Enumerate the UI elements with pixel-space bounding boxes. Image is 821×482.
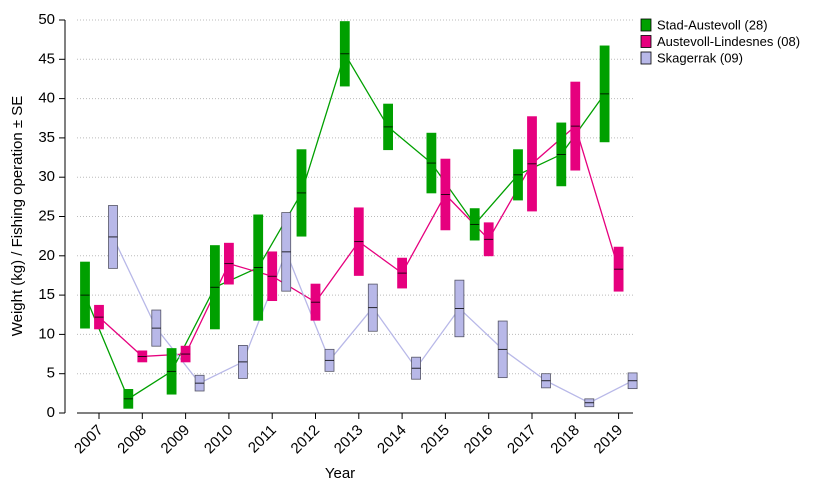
x-tick-label: 2015 bbox=[417, 422, 453, 458]
y-tick-label: 35 bbox=[38, 129, 55, 146]
y-tick-label: 20 bbox=[38, 247, 55, 264]
x-tick-label: 2011 bbox=[245, 422, 280, 457]
x-axis-label: Year bbox=[325, 465, 355, 482]
x-tick-label: 2017 bbox=[504, 422, 540, 458]
y-tick-label: 15 bbox=[38, 286, 55, 303]
x-tick-label: 2014 bbox=[374, 422, 410, 458]
y-tick-label: 0 bbox=[47, 404, 55, 421]
legend-label: Stad-Austevoll (28) bbox=[657, 17, 768, 32]
y-tick-label: 40 bbox=[38, 90, 55, 107]
series-line bbox=[84, 52, 606, 400]
y-tick-label: 30 bbox=[38, 168, 55, 185]
y-tick-label: 10 bbox=[38, 325, 55, 342]
x-tick-label: 2009 bbox=[158, 422, 194, 458]
legend-label: Skagerrak (09) bbox=[657, 50, 743, 65]
y-tick-label: 50 bbox=[38, 11, 55, 28]
x-tick-label: 2013 bbox=[331, 422, 367, 458]
legend-swatch bbox=[640, 35, 652, 48]
y-tick-label: 5 bbox=[47, 365, 55, 382]
y-tick-label: 45 bbox=[38, 50, 55, 67]
x-tick-label: 2007 bbox=[71, 422, 107, 458]
x-tick-label: 2008 bbox=[114, 422, 150, 458]
x-tick-label: 2012 bbox=[288, 422, 324, 458]
legend-swatch bbox=[640, 51, 652, 65]
x-tick-label: 2018 bbox=[547, 422, 583, 458]
x-tick-label: 2016 bbox=[461, 422, 497, 458]
y-tick-label: 25 bbox=[38, 207, 55, 224]
legend-swatch bbox=[640, 18, 652, 32]
x-tick-label: 2019 bbox=[591, 422, 627, 458]
x-tick-label: 2010 bbox=[201, 422, 237, 458]
y-axis-label: Weight (kg) / Fishing operation ± SE bbox=[9, 96, 26, 337]
legend-label: Austevoll-Lindesnes (08) bbox=[657, 34, 800, 49]
